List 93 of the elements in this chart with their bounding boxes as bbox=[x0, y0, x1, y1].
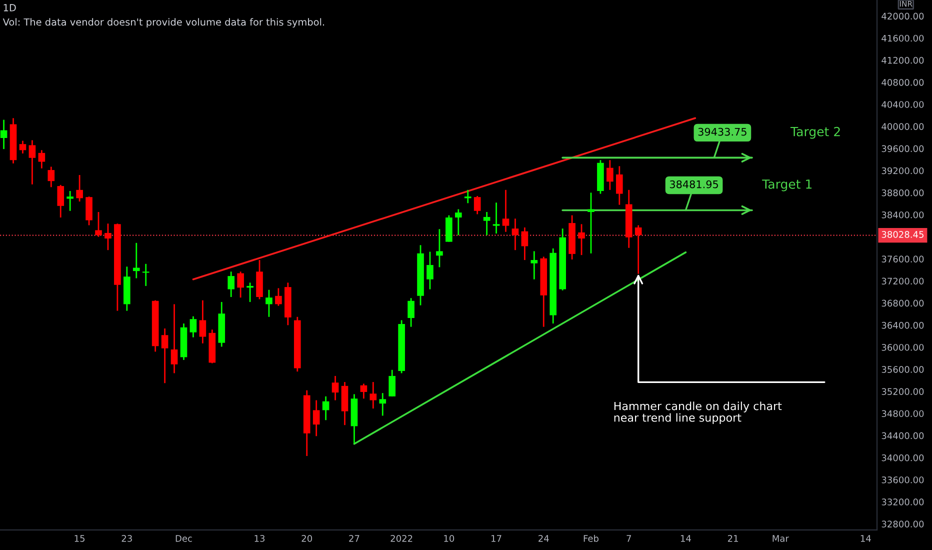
candlestick bbox=[588, 192, 594, 254]
candlestick bbox=[76, 174, 83, 202]
y-tick-label: 34400.00 bbox=[882, 432, 924, 440]
candlestick bbox=[454, 208, 462, 236]
candlestick bbox=[370, 381, 377, 410]
candlestick bbox=[521, 226, 528, 261]
y-tick-label: 40800.00 bbox=[882, 78, 924, 86]
candlestick bbox=[199, 300, 206, 344]
candlestick bbox=[161, 328, 168, 384]
candlestick bbox=[492, 202, 500, 234]
candlestick bbox=[322, 396, 330, 421]
y-tick-label: 41600.00 bbox=[882, 34, 924, 42]
text: 39433.75 bbox=[698, 128, 746, 136]
x-tick-label: Feb bbox=[584, 534, 598, 542]
candlestick bbox=[48, 166, 55, 188]
candlestick bbox=[408, 297, 414, 328]
candlestick bbox=[379, 392, 386, 416]
x-tick-label: 24 bbox=[538, 535, 549, 542]
y-tick-label: 39200.00 bbox=[882, 167, 924, 174]
x-tick-label: 17 bbox=[492, 535, 502, 542]
candlestick bbox=[246, 282, 254, 303]
candlestick bbox=[228, 270, 234, 298]
candlestick bbox=[578, 223, 585, 256]
y-tick-label: 36400.00 bbox=[882, 322, 924, 329]
y-tick-label: 34800.00 bbox=[882, 410, 924, 418]
y-tick-label: 34000.00 bbox=[882, 454, 924, 462]
candlestick bbox=[142, 263, 150, 287]
candlestick bbox=[312, 400, 320, 437]
x-tick-label: 23 bbox=[122, 535, 132, 542]
candlestick bbox=[332, 375, 339, 401]
y-tick-label: 40000.00 bbox=[882, 123, 924, 130]
candlestick bbox=[190, 316, 197, 338]
y-tick-label: 33600.00 bbox=[882, 476, 924, 484]
series-label: Target 1 bbox=[762, 180, 812, 192]
annotation: Vol: The data vendor doesn't provide volume data for this symbol. bbox=[2, 18, 324, 28]
y-tick-label: 36800.00 bbox=[882, 300, 924, 307]
x-tick-label: 14 bbox=[680, 535, 691, 542]
candlestick bbox=[104, 222, 112, 251]
candlestick bbox=[38, 149, 46, 170]
candlestick bbox=[86, 196, 92, 226]
x-tick-label: 13 bbox=[254, 535, 265, 542]
y-tick-label: 32800.00 bbox=[882, 520, 924, 528]
x-tick-label: 15 bbox=[74, 535, 85, 542]
x-tick-label: 14 bbox=[860, 535, 871, 542]
candlestick bbox=[483, 211, 490, 236]
y-tick-label: 37200.00 bbox=[882, 278, 924, 285]
x-tick-label: Mar bbox=[772, 535, 789, 542]
candlestick bbox=[95, 211, 102, 238]
x-tick-label: 21 bbox=[728, 535, 738, 542]
x-tick-label: 7 bbox=[626, 535, 631, 542]
text: Target 2 bbox=[790, 126, 840, 139]
y-tick-label: 40400.00 bbox=[882, 101, 924, 108]
candlestick bbox=[66, 190, 74, 212]
candlestick bbox=[57, 184, 64, 218]
y-tick-label: 35200.00 bbox=[882, 388, 924, 395]
y-tick-label: 36000.00 bbox=[882, 344, 924, 351]
y-tick-label: 41200.00 bbox=[882, 56, 924, 64]
text: 38481.95 bbox=[670, 180, 718, 188]
x-tick-label: 20 bbox=[302, 535, 312, 542]
candlestick bbox=[275, 287, 282, 307]
candlestick bbox=[436, 228, 443, 268]
candlestick bbox=[616, 165, 623, 206]
candlestick bbox=[266, 289, 272, 318]
candlestick bbox=[502, 189, 510, 233]
x-tick-label: 10 bbox=[444, 535, 454, 542]
candlestick bbox=[132, 242, 140, 279]
candlestick bbox=[19, 140, 26, 154]
candlestick bbox=[464, 189, 472, 204]
candlestick bbox=[606, 159, 614, 191]
x-tick-label: 27 bbox=[349, 535, 360, 542]
y-tick-label: 37600.00 bbox=[882, 256, 924, 262]
ref-line-label: 38028.45 bbox=[882, 231, 924, 238]
y-tick-label: 38400.00 bbox=[882, 211, 924, 218]
y-tick-label: 38800.00 bbox=[882, 189, 924, 196]
candlestick bbox=[0, 119, 8, 150]
y-tick-label: 35600.00 bbox=[882, 366, 924, 373]
chart-title: 1D bbox=[4, 4, 16, 12]
y-tick-label: 42000.00 bbox=[882, 12, 924, 20]
candlestick bbox=[360, 382, 368, 400]
annotation: Hammer candle on daily chart near trend line support bbox=[614, 402, 782, 424]
candlestick bbox=[388, 369, 396, 398]
candlestick bbox=[426, 251, 434, 290]
x-tick-label: Dec bbox=[176, 535, 192, 542]
y-tick-label: 39600.00 bbox=[882, 145, 924, 152]
candlestick bbox=[237, 270, 244, 298]
candlestick bbox=[28, 140, 36, 186]
x-tick-label: 2022 bbox=[390, 535, 412, 542]
candlestick bbox=[474, 195, 481, 215]
y-tick-label: 33200.00 bbox=[882, 498, 924, 506]
candlestick bbox=[170, 303, 178, 374]
candlestick bbox=[530, 250, 538, 280]
candlestick bbox=[512, 218, 519, 251]
candlestick bbox=[634, 224, 642, 275]
